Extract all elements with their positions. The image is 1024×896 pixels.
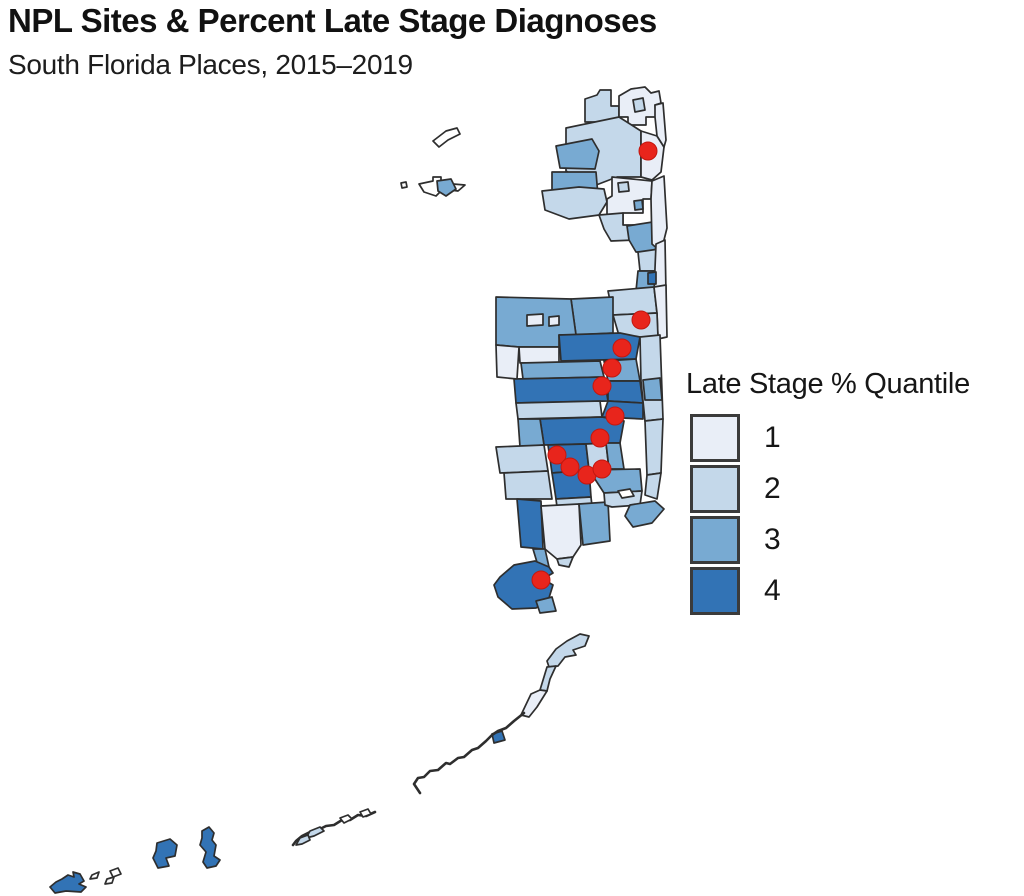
legend-title: Late Stage % Quantile (686, 368, 970, 400)
map-region (515, 400, 603, 420)
npl-site-marker (602, 358, 622, 378)
npl-site-marker (612, 338, 632, 358)
map-region (495, 344, 520, 380)
map-region (199, 826, 221, 869)
map-region (104, 876, 115, 885)
npl-site-marker (605, 406, 625, 426)
map-region (632, 97, 646, 113)
legend-swatch (690, 567, 740, 615)
map-region (633, 199, 644, 211)
map-region (539, 665, 557, 692)
legend-entry: 1 (686, 414, 970, 462)
map-region (503, 470, 553, 500)
legend-swatch (690, 414, 740, 462)
legend-label: 2 (764, 472, 781, 505)
map-region (624, 500, 665, 528)
npl-site-marker (638, 141, 658, 161)
map-region (495, 444, 549, 474)
map-region (517, 418, 545, 448)
npl-site-marker (547, 445, 567, 465)
map-keys-chain (412, 711, 526, 795)
npl-site-marker (592, 459, 612, 479)
map-region (548, 315, 560, 327)
map-region (653, 284, 668, 340)
npl-site-marker (592, 376, 612, 396)
map-region (400, 181, 408, 189)
map-region (607, 380, 644, 404)
legend-swatch (690, 465, 740, 513)
legend: Late Stage % Quantile 1 2 3 4 (686, 368, 970, 618)
legend-entry: 2 (686, 465, 970, 513)
map-region (432, 127, 461, 148)
map-region (556, 556, 574, 568)
map-region (359, 808, 372, 818)
map-region (295, 834, 311, 846)
map-region (654, 102, 667, 148)
npl-site-marker (631, 310, 651, 330)
npl-site-marker (590, 428, 610, 448)
header: NPL Sites & Percent Late Stage Diagnoses… (8, 2, 657, 81)
map-region (647, 271, 657, 285)
map-region (644, 418, 664, 476)
legend-label: 4 (764, 574, 781, 607)
map-region (49, 871, 87, 894)
map-region (546, 633, 590, 668)
map-region (109, 867, 122, 878)
map-region (516, 498, 544, 550)
map-region (520, 689, 548, 718)
map-region (540, 503, 582, 560)
map-region (152, 838, 178, 869)
map-region (436, 178, 457, 197)
map-region (607, 286, 658, 316)
legend-entry: 4 (686, 567, 970, 615)
map-region (642, 377, 663, 401)
map-region (617, 181, 630, 193)
map-region (644, 472, 662, 500)
legend-label: 1 (764, 421, 781, 454)
map-region (541, 186, 608, 220)
npl-site-marker (531, 570, 551, 590)
map-region (535, 596, 557, 614)
map-region (570, 296, 614, 336)
figure-title: NPL Sites & Percent Late Stage Diagnoses (8, 2, 657, 39)
map-region (89, 871, 100, 880)
npl-site-marker (560, 457, 580, 477)
map-region (578, 501, 611, 546)
map-region (520, 360, 605, 380)
map-region (526, 313, 544, 327)
legend-entry: 3 (686, 516, 970, 564)
map-region (617, 488, 635, 499)
map-region (339, 814, 353, 824)
figure-subtitle: South Florida Places, 2015–2019 (8, 48, 413, 80)
legend-entries: 1 2 3 4 (686, 414, 970, 615)
map-region (518, 346, 560, 364)
legend-label: 3 (764, 523, 781, 556)
map-region (555, 138, 600, 170)
legend-swatch (690, 516, 740, 564)
